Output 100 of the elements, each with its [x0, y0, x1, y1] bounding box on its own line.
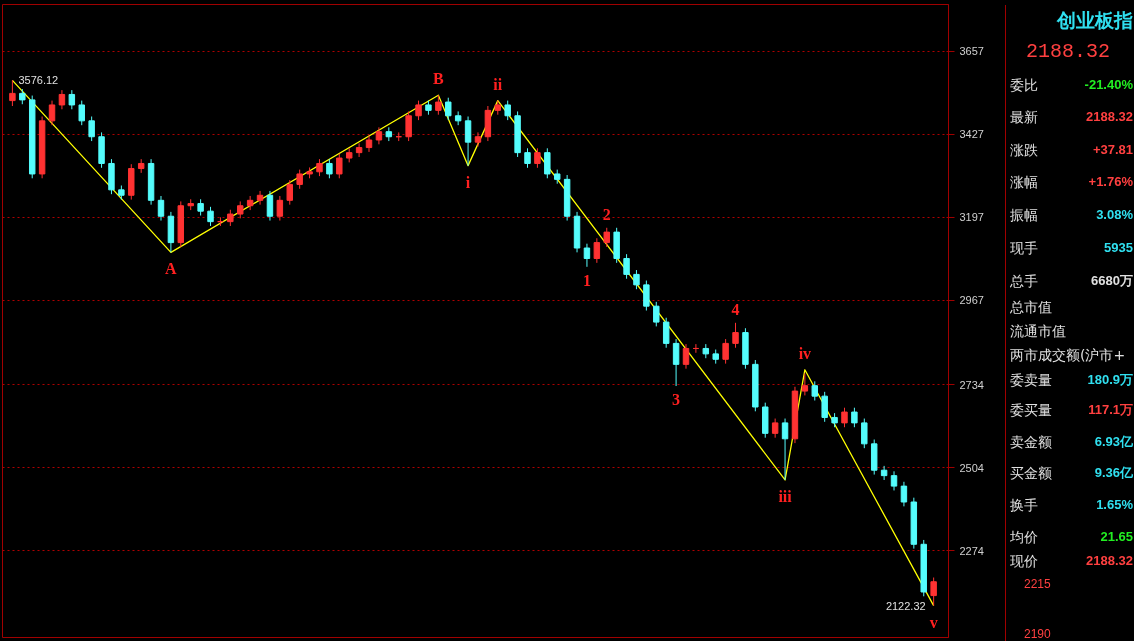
candlestick — [256, 190, 264, 206]
data-label: A — [165, 260, 178, 278]
candlestick — [930, 577, 937, 607]
candlestick — [851, 407, 858, 428]
text: v — [929, 613, 938, 631]
data-label: ii — [493, 75, 503, 93]
data-label: i — [465, 173, 471, 191]
candlestick — [900, 481, 908, 507]
candlestick — [355, 142, 363, 158]
candlestick — [583, 243, 591, 268]
candlestick — [504, 100, 511, 121]
text: 3 — [672, 391, 681, 409]
candlestick — [890, 470, 898, 491]
text: -21.40% — [1084, 75, 1133, 94]
candlestick — [58, 89, 66, 110]
text: 21.65 — [1100, 527, 1133, 546]
candlestick — [722, 338, 729, 365]
text: 现价 — [1010, 552, 1038, 571]
candlestick — [336, 153, 343, 179]
text: 涨幅 — [1010, 173, 1038, 192]
candlestick — [405, 110, 412, 142]
text: 2188.32 — [1086, 107, 1133, 126]
text: 1.65% — [1096, 495, 1133, 514]
text: 2190 — [1024, 626, 1051, 641]
text: 总手 — [1010, 272, 1038, 291]
text: 卖金额 — [1010, 433, 1052, 452]
candlestick — [435, 94, 442, 116]
candlestick — [445, 97, 452, 121]
text: 6.93亿 — [1094, 432, 1133, 451]
text: 委卖量 — [1010, 371, 1052, 390]
data-label: iv — [798, 344, 812, 362]
text: 9.36亿 — [1094, 463, 1133, 482]
text: +1.76% — [1088, 172, 1133, 191]
candlestick — [48, 100, 56, 126]
candlestick — [68, 89, 76, 110]
text: 2188.32 — [1026, 38, 1111, 65]
text: 最新 — [1010, 108, 1038, 127]
candlestick — [9, 79, 16, 107]
candlestick — [415, 100, 422, 121]
y-tick-label: 2274 — [959, 544, 984, 557]
y-tick-label: 3427 — [959, 128, 984, 141]
text: 委比 — [1010, 76, 1038, 95]
candlestick — [296, 169, 303, 190]
candlestick — [771, 418, 779, 439]
data-label: 2122.32 — [885, 599, 926, 612]
candlestick — [157, 195, 165, 222]
candlestick — [78, 100, 85, 126]
text: 180.9万 — [1087, 370, 1133, 389]
text: 117.1万 — [1088, 400, 1133, 419]
text: 2215 — [1024, 576, 1051, 594]
data-label: iii — [778, 487, 793, 505]
text: 两市成交额(沪市+ — [1010, 346, 1126, 365]
candlestick — [544, 147, 551, 179]
candlestick — [732, 322, 739, 349]
text: 6680万 — [1091, 271, 1133, 290]
y-tick-label: 2967 — [959, 294, 984, 307]
text: 均价 — [1010, 528, 1038, 547]
text: 创业板指 — [1057, 8, 1133, 34]
text: 振幅 — [1010, 206, 1038, 225]
candlestick — [633, 269, 640, 290]
candlestick — [861, 418, 868, 449]
y-tick-label: 3197 — [959, 211, 984, 224]
candlestick — [593, 237, 601, 264]
text: 涨跌 — [1010, 141, 1038, 160]
candlestick — [88, 116, 95, 142]
candlestick — [682, 343, 690, 370]
text: 买金额 — [1010, 464, 1052, 483]
candlestick — [653, 301, 660, 327]
text: 3.08% — [1096, 205, 1133, 224]
text: +37.81 — [1092, 140, 1133, 159]
text: 委买量 — [1010, 401, 1052, 420]
candlestick — [246, 195, 254, 211]
text: 现手 — [1010, 239, 1038, 258]
candlestick — [524, 147, 531, 169]
candlestick — [464, 116, 472, 167]
candlestick — [326, 158, 333, 179]
candlestick — [276, 195, 284, 222]
candlestick — [474, 131, 482, 147]
candlestick — [672, 338, 680, 387]
text: 1 — [582, 271, 591, 289]
text: 2 — [602, 205, 611, 223]
y-tick-label: 2504 — [959, 461, 984, 474]
candlestick — [603, 227, 610, 248]
candlestick — [821, 391, 828, 423]
candlestick — [623, 253, 630, 280]
candlestick — [841, 407, 848, 428]
candlestick — [880, 465, 888, 481]
candlestick — [286, 179, 293, 206]
candlestick — [207, 206, 214, 227]
text: 换手 — [1010, 496, 1038, 515]
candlestick — [811, 380, 818, 401]
candlestick — [781, 418, 789, 481]
y-tick-label: 2734 — [959, 378, 984, 391]
text: 流通市值 — [1010, 322, 1066, 341]
text: 2188.32 — [1086, 551, 1133, 570]
y-tick-label: 3657 — [959, 45, 984, 58]
text: 4 — [731, 300, 740, 318]
candlestick — [662, 317, 670, 349]
candlestick — [801, 372, 809, 396]
candlestick — [643, 280, 650, 312]
